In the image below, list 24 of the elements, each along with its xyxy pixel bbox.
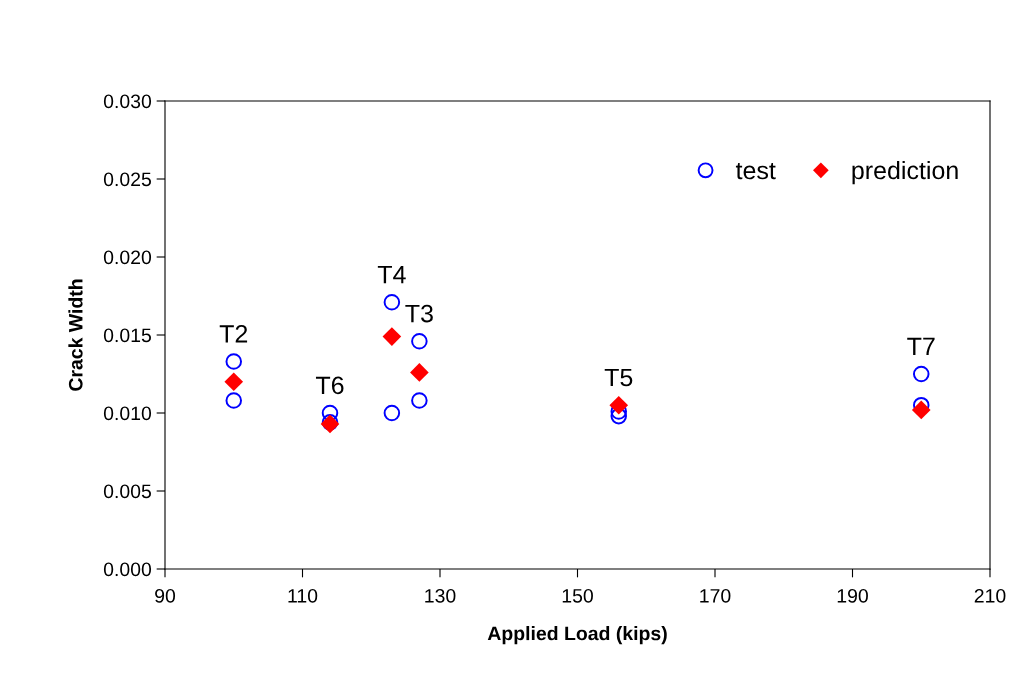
- x-tick-label: 130: [425, 588, 456, 603]
- annotation: T2: [219, 324, 248, 343]
- x-tick-label: 110: [288, 588, 318, 603]
- x-tick-label: 190: [837, 588, 868, 603]
- x-axis-title: Applied Load (kips): [487, 626, 667, 645]
- x-tick-label: 210: [974, 588, 1006, 603]
- x-tick-label: 150: [562, 588, 593, 603]
- annotation: T6: [315, 376, 344, 395]
- y-tick-label: 0.025: [103, 172, 151, 187]
- y-axis-title: Crack Width: [68, 279, 83, 391]
- y-tick-label: 0.015: [103, 328, 151, 343]
- legend-label: test: [735, 162, 776, 180]
- annotation: T4: [377, 265, 406, 284]
- y-tick-label: 0.000: [103, 562, 152, 577]
- y-tick-label: 0.020: [103, 250, 152, 265]
- y-tick-label: 0.005: [103, 484, 151, 499]
- x-tick-label: 170: [700, 588, 731, 603]
- y-tick-label: 0.030: [103, 94, 152, 109]
- legend-label: prediction: [852, 160, 958, 185]
- y-tick-label: 0.010: [103, 406, 152, 421]
- annotation: T7: [907, 337, 935, 355]
- annotation: T3: [405, 304, 433, 323]
- x-tick-label: 90: [155, 588, 176, 603]
- annotation: T5: [604, 368, 633, 387]
